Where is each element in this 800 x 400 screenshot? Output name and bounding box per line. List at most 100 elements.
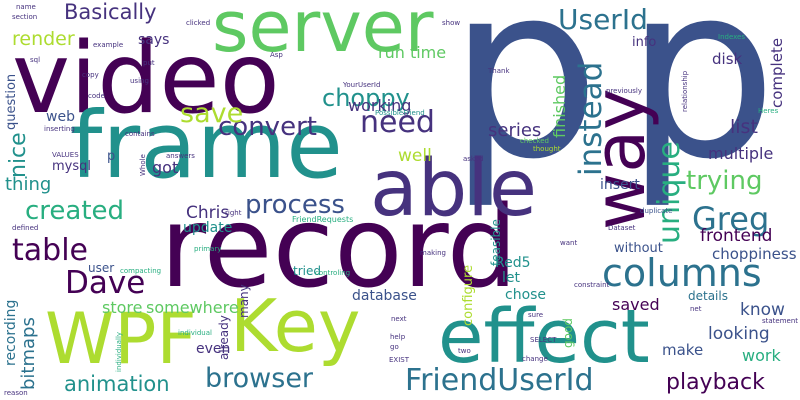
word-effect: effect <box>438 294 650 380</box>
word-net: net <box>690 305 702 313</box>
word-p: p <box>448 0 601 212</box>
word-using: using <box>130 77 149 85</box>
word-tried: tried <box>293 264 321 278</box>
word-change: change <box>522 355 548 363</box>
word-web: web <box>46 109 75 125</box>
word-sql: sql <box>30 56 41 64</box>
word-server: server <box>212 0 434 68</box>
word-playback: playback <box>666 370 765 395</box>
word-save: save <box>180 98 244 129</box>
word-somewhere: somewhere <box>146 298 239 317</box>
word-info: info <box>632 35 657 50</box>
word-let: let <box>502 270 520 286</box>
word-FriendUserId: FriendUserId <box>405 363 594 398</box>
word-trying: trying <box>686 166 763 196</box>
word-list: list <box>730 116 758 138</box>
word-Thank: Thank <box>488 67 510 75</box>
word-created: created <box>25 196 125 226</box>
word-store: store <box>102 298 143 317</box>
word-chose: chose <box>505 287 547 303</box>
word-animation: animation <box>64 372 170 396</box>
word-right: right <box>225 209 242 217</box>
word-run-time: run time <box>378 43 447 62</box>
word-clicked: clicked <box>186 19 211 27</box>
word-details: details <box>688 289 728 303</box>
word-WPF: WPF <box>45 298 197 380</box>
word-statement: statement <box>762 317 799 325</box>
word-choppy: choppy <box>322 84 410 112</box>
word-SELECT: SELECT <box>530 336 557 344</box>
word-individual: individual <box>178 329 212 337</box>
word-Asp: Asp <box>270 51 283 59</box>
word-FriendRequests: FriendRequests <box>292 215 354 224</box>
word-complete: complete <box>768 37 786 108</box>
word-UserId: UserId <box>558 3 648 36</box>
word-working: working <box>348 96 412 115</box>
word-finished: finished <box>550 74 569 138</box>
word-compacting: compacting <box>120 267 162 275</box>
word-bitmaps: bitmaps <box>18 317 39 390</box>
word-good: good <box>561 318 575 348</box>
word-Basically: Basically <box>64 0 157 24</box>
word-recording: recording <box>3 299 19 366</box>
word-frame: frame <box>70 92 343 199</box>
word-user: user <box>88 261 115 275</box>
word-thing: thing <box>5 174 52 195</box>
word-Chris: Chris <box>186 203 230 223</box>
word-defined: defined <box>12 224 39 232</box>
word-Indexes: Indexes <box>718 33 746 41</box>
word-Dave: Dave <box>65 265 146 301</box>
word-checked: checked <box>520 137 549 145</box>
word-instead: instead <box>573 61 609 176</box>
word-configure: configure <box>461 264 476 326</box>
word-primary: primary <box>194 245 222 253</box>
word-controling: controling <box>315 269 351 277</box>
word-know: know <box>740 300 785 320</box>
word-PossibleFriend: PossibleFriend <box>375 109 425 117</box>
word-columns: columns <box>602 251 762 295</box>
word-example: example <box>93 41 124 49</box>
word-previously: previously <box>606 87 643 95</box>
word-already: already <box>217 315 231 360</box>
word-browser: browser <box>205 363 314 394</box>
word-frontend: frontend <box>700 226 773 246</box>
word-Whole: Whole <box>139 154 147 176</box>
word-Heres: Heres <box>758 107 779 115</box>
word-many: many <box>237 284 251 318</box>
word-relationship: relationship <box>681 70 689 112</box>
word-sure: sure <box>528 311 544 319</box>
word-code: code <box>88 92 105 100</box>
word-mysql: mysql <box>52 159 91 174</box>
word-want: want <box>560 239 578 247</box>
word-record: record <box>160 183 518 313</box>
word-go: go <box>390 343 399 351</box>
word-name: name <box>16 3 36 11</box>
word-individually: individually <box>115 331 123 372</box>
word-saved: saved <box>612 295 660 314</box>
word-next: next <box>391 315 407 323</box>
word-EXIST: EXIST <box>389 356 410 364</box>
word-VALUES: VALUES <box>52 151 79 159</box>
word-update: update <box>183 220 233 236</box>
word-Greg: Greg <box>692 200 770 238</box>
word-without: without <box>614 241 663 256</box>
word-make: make <box>662 341 704 359</box>
word-making: making <box>420 249 446 257</box>
word-duplicate: duplicate <box>640 207 673 215</box>
word-p: p <box>625 0 778 212</box>
word-able: able <box>370 144 537 234</box>
word-show: show <box>442 19 461 27</box>
word-video: video <box>12 22 280 136</box>
word-YourUserId: YourUserId <box>343 81 381 89</box>
word-two: two <box>458 347 471 355</box>
word-choppiness: choppiness <box>712 245 797 263</box>
word-got: got <box>152 158 179 177</box>
word-Dataset: Dataset <box>608 224 636 232</box>
word-render: render <box>12 28 75 50</box>
word-feasible: feasible <box>489 219 503 266</box>
word-database: database <box>352 288 417 304</box>
word-even: even <box>196 341 231 357</box>
word-contains: contains <box>125 130 155 138</box>
word-says: says <box>138 32 170 48</box>
